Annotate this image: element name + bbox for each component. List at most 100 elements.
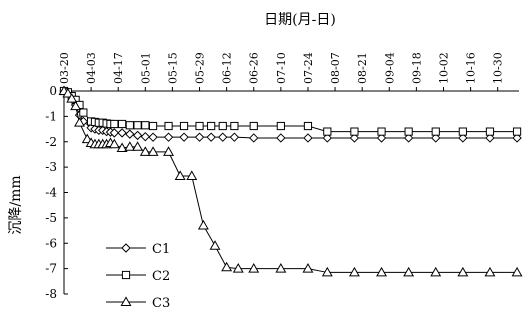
y-tick-label: -5 — [45, 211, 57, 225]
data-point-c1 — [140, 131, 151, 142]
data-point-c3 — [74, 117, 85, 127]
data-point-c3 — [124, 141, 136, 151]
data-point-c3 — [209, 240, 221, 250]
legend: C1 C2 C3 — [106, 242, 170, 311]
data-point-c1 — [485, 133, 495, 143]
data-point-c1 — [276, 133, 286, 143]
legend-marker-c2 — [121, 270, 131, 280]
x-tick-label: 08-07 — [329, 52, 342, 84]
data-point-c3 — [66, 93, 78, 103]
data-point-c1 — [512, 133, 522, 143]
data-point-c3 — [116, 142, 128, 153]
x-tick-label: 05-01 — [139, 52, 152, 84]
data-point-c2 — [164, 121, 173, 131]
data-point-c1 — [148, 132, 158, 142]
data-point-c1 — [194, 132, 205, 142]
data-point-c1 — [322, 133, 333, 143]
data-point-c3 — [62, 87, 74, 98]
data-point-c2 — [230, 121, 239, 131]
data-point-c1 — [125, 129, 135, 139]
x-tick-label: 10-02 — [437, 52, 450, 84]
x-tick-label: 08-21 — [356, 52, 369, 84]
x-tick-label: 06-12 — [221, 52, 234, 84]
data-point-c1 — [349, 133, 360, 143]
data-point-c3 — [186, 170, 198, 180]
data-point-c2 — [141, 121, 150, 130]
data-point-c3 — [248, 263, 260, 273]
data-point-c2 — [377, 127, 386, 136]
data-point-c3 — [221, 261, 233, 272]
data-point-c1 — [117, 128, 127, 138]
x-tick-label: 09-18 — [410, 52, 423, 84]
data-point-c1 — [229, 132, 240, 142]
data-point-c3 — [163, 146, 175, 156]
x-tick-label: 07-24 — [302, 52, 315, 84]
y-tick-label: -7 — [45, 262, 57, 276]
data-point-c1 — [179, 132, 189, 142]
data-point-c2 — [458, 127, 467, 136]
data-point-c1 — [431, 133, 441, 143]
y-tick-label: -1 — [45, 109, 57, 123]
data-point-c3 — [132, 141, 144, 151]
data-point-c2 — [179, 121, 189, 131]
x-tick-label: 05-15 — [166, 52, 179, 84]
data-point-c2 — [303, 121, 313, 131]
series-c2 — [59, 86, 522, 136]
legend-label-c1: C1 — [152, 242, 170, 257]
data-point-c3 — [275, 263, 287, 273]
data-point-c2 — [512, 127, 522, 136]
data-point-c2 — [110, 119, 119, 129]
x-tick-label: 07-10 — [275, 52, 288, 84]
data-point-c2 — [485, 127, 495, 136]
data-point-c2 — [148, 121, 158, 131]
data-point-c2 — [249, 121, 258, 131]
data-point-c1 — [163, 132, 174, 142]
x-tick-label: 04-17 — [112, 52, 125, 84]
data-point-c3 — [174, 170, 186, 180]
data-point-c3 — [430, 266, 442, 277]
y-tick-label: -3 — [45, 160, 57, 174]
data-point-c3 — [484, 266, 496, 277]
data-point-c1 — [458, 133, 468, 143]
data-point-c1 — [249, 133, 259, 143]
legend-label-c3: C3 — [152, 296, 170, 311]
x-tick-label: 10-16 — [465, 52, 478, 84]
x-tick-label: 03-20 — [58, 52, 71, 84]
x-tick-label: 06-26 — [248, 52, 261, 84]
data-point-c1 — [109, 128, 120, 138]
data-point-c3 — [321, 266, 333, 277]
data-point-c3 — [511, 266, 523, 277]
series-c3 — [58, 85, 523, 277]
data-point-c2 — [404, 127, 413, 136]
data-point-c2 — [431, 127, 440, 136]
series-layer — [58, 85, 523, 277]
data-point-c3 — [348, 266, 360, 277]
data-point-c2 — [207, 121, 216, 131]
x-tick-label: 09-04 — [383, 52, 396, 84]
data-point-c2 — [195, 121, 204, 131]
legend-marker-c3 — [120, 296, 132, 306]
legend-item-c1: C1 — [106, 242, 170, 257]
data-point-c3 — [139, 146, 151, 156]
data-point-c2 — [350, 127, 359, 136]
x-tick-label: 10-30 — [492, 52, 505, 84]
x-axis-title: 日期(月-日) — [264, 12, 336, 28]
y-axis-title: 沉降/mm — [8, 175, 24, 234]
data-point-c3 — [197, 219, 209, 230]
data-point-c1 — [403, 133, 414, 143]
data-point-c2 — [218, 121, 227, 131]
legend-item-c3: C3 — [106, 296, 170, 311]
data-point-c1 — [376, 133, 387, 143]
data-point-c3 — [302, 263, 314, 273]
data-point-c2 — [133, 121, 142, 130]
x-tick-label: 05-29 — [194, 52, 207, 84]
data-point-c2 — [323, 127, 332, 136]
y-ticks: 0 -1 -2 -3 -4 -5 -6 -7 -8 — [45, 84, 68, 301]
y-tick-label: -8 — [45, 287, 57, 301]
series-line-c3 — [63, 90, 518, 273]
data-point-c1 — [218, 132, 228, 142]
data-point-c3 — [70, 100, 82, 111]
y-tick-label: -4 — [45, 186, 57, 200]
y-tick-label: 0 — [49, 84, 57, 98]
